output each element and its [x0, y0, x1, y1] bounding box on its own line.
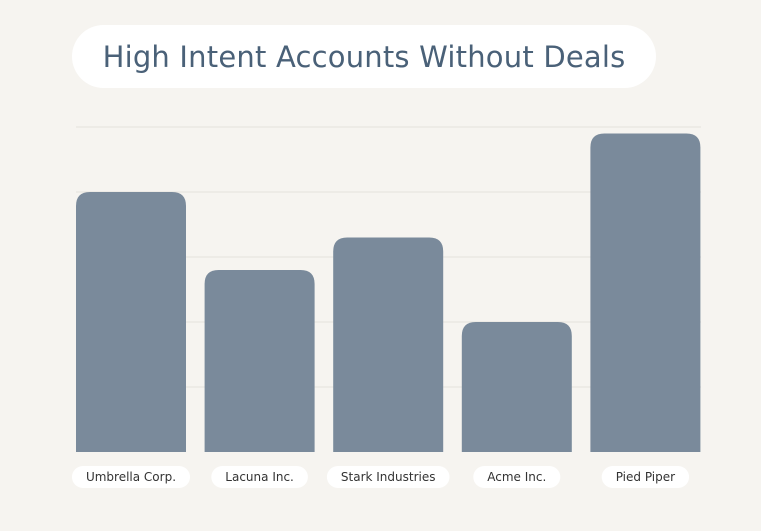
category-label: Lacuna Inc.: [211, 466, 308, 488]
category-label-text: Acme Inc.: [487, 470, 546, 484]
bar-pied-piper: [590, 133, 701, 452]
bars: [76, 133, 701, 452]
category-label-pill: [601, 466, 690, 488]
category-label: Acme Inc.: [473, 466, 561, 488]
bar-stark-industries: [333, 237, 444, 452]
category-label-pill: [211, 466, 308, 488]
category-label-text: Stark Industries: [341, 470, 436, 484]
category-labels: Umbrella Corp. Lacuna Inc. Stark Industrie…: [71, 466, 690, 488]
chart-title-pill: High Intent Accounts Without Deals: [72, 25, 656, 88]
category-label-pill: [473, 466, 561, 488]
category-label-pill: [326, 466, 450, 488]
category-label: Pied Piper: [601, 466, 690, 488]
category-label: Stark Industries: [326, 466, 450, 488]
category-label-text: Umbrella Corp.: [86, 470, 176, 484]
chart-title: High Intent Accounts Without Deals: [102, 39, 626, 74]
category-label: Umbrella Corp.: [71, 466, 191, 488]
bar-acme-inc: [461, 322, 572, 452]
category-label-text: Pied Piper: [616, 470, 675, 484]
category-label-pill: [71, 466, 191, 488]
category-label-text: Lacuna Inc.: [225, 470, 294, 484]
bar-lacuna-inc: [204, 270, 315, 452]
bar-umbrella-corp: [76, 192, 186, 452]
